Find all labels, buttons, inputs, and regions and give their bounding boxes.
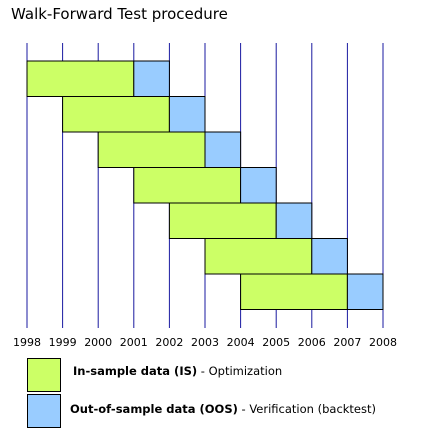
year-label-2003: 2003 bbox=[191, 336, 219, 349]
year-label-2006: 2006 bbox=[298, 336, 326, 349]
year-label-2008: 2008 bbox=[369, 336, 397, 349]
year-label-1998: 1998 bbox=[13, 336, 41, 349]
out-of-sample-bar-7 bbox=[346, 273, 384, 310]
out-of-sample-bar-4 bbox=[240, 167, 277, 204]
year-label-2005: 2005 bbox=[262, 336, 290, 349]
year-label-2004: 2004 bbox=[227, 336, 255, 349]
in-sample-bar-4 bbox=[133, 167, 242, 204]
legend-out-of-sample-swatch bbox=[27, 394, 61, 428]
out-of-sample-bar-3 bbox=[204, 131, 242, 168]
in-sample-bar-7 bbox=[240, 273, 348, 310]
in-sample-bar-5 bbox=[168, 202, 277, 239]
year-label-2007: 2007 bbox=[333, 336, 361, 349]
year-label-1999: 1999 bbox=[49, 336, 77, 349]
legend-out-of-sample-bold: Out-of-sample data (OOS) bbox=[70, 402, 238, 416]
diagram-title: Walk-Forward Test procedure bbox=[11, 5, 228, 23]
legend-in-sample-desc: - Optimization bbox=[197, 364, 283, 378]
out-of-sample-bar-5 bbox=[275, 202, 313, 239]
legend-out-of-sample-desc: - Verification (backtest) bbox=[237, 402, 376, 416]
in-sample-bar-2 bbox=[62, 96, 170, 133]
legend-in-sample-bold: In-sample data (IS) bbox=[73, 364, 198, 378]
out-of-sample-bar-1 bbox=[133, 60, 170, 97]
year-label-2002: 2002 bbox=[155, 336, 183, 349]
walk-forward-diagram: 1998 1999 2000 2001 2002 2003 2004 2005 2006 2007… bbox=[13, 43, 397, 349]
in-sample-bar-1 bbox=[26, 60, 135, 97]
year-label-2000: 2000 bbox=[84, 336, 112, 349]
legend-out-of-sample-label: Out-of-sample data (OOS) - Verification … bbox=[70, 402, 376, 416]
out-of-sample-bar-2 bbox=[168, 96, 206, 133]
out-of-sample-bar-6 bbox=[311, 238, 348, 275]
in-sample-bar-6 bbox=[204, 238, 313, 275]
legend-in-sample-swatch bbox=[27, 358, 61, 392]
legend-in-sample-label: In-sample data (IS) - Optimization bbox=[73, 364, 282, 378]
year-label-2001: 2001 bbox=[120, 336, 148, 349]
in-sample-bar-3 bbox=[97, 131, 206, 168]
